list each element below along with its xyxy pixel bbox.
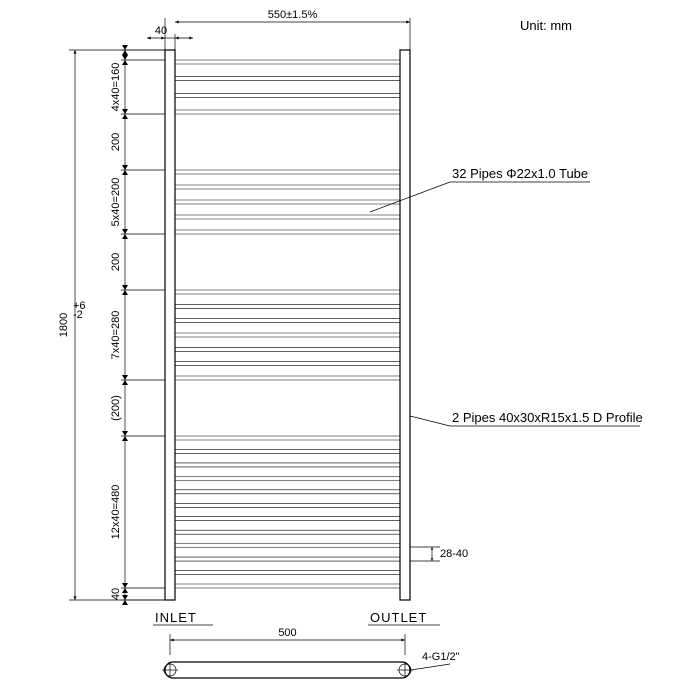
left-dim-0: 4x40=160: [110, 63, 122, 112]
dim-top-550: 550±1.5%: [268, 9, 318, 21]
callout-profile: 2 Pipes 40x30xR15x1.5 D Profile: [452, 410, 643, 425]
conn-spec: 4-G1/2": [422, 651, 460, 663]
left-dim-7: 40: [110, 588, 122, 600]
left-dim-5: (200): [110, 395, 122, 421]
left-dim-6: 12x40=480: [110, 485, 122, 540]
dim-overall-height: 1800: [58, 313, 70, 337]
left-dim-1: 200: [110, 133, 122, 151]
dim-28-40: 28-40: [440, 548, 468, 560]
dim-top-40: 40: [155, 25, 167, 37]
tol-bot: -2: [73, 309, 83, 321]
dim-bottom-500: 500: [278, 627, 296, 639]
label-inlet: INLET: [155, 610, 197, 625]
left-dim-3: 200: [110, 253, 122, 271]
unit-label: Unit: mm: [520, 18, 572, 33]
left-dim-2: 5x40=200: [110, 178, 122, 227]
label-outlet: OUTLET: [370, 610, 427, 625]
callout-tubes: 32 Pipes Φ22x1.0 Tube: [452, 166, 588, 181]
left-dim-4: 7x40=280: [110, 311, 122, 360]
